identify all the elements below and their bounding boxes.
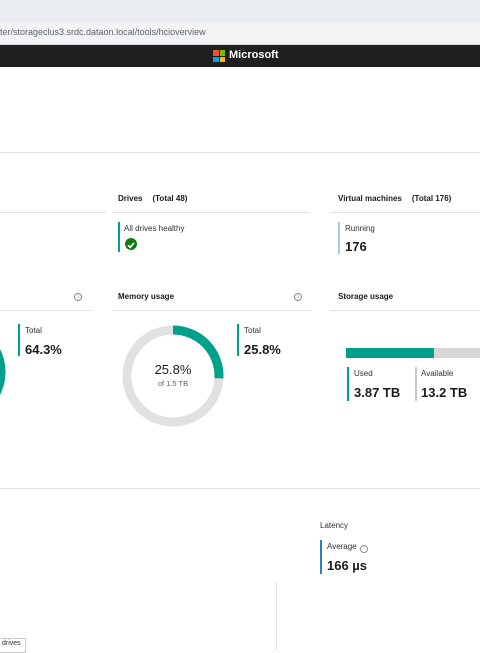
info-icon[interactable]: i [359, 545, 368, 553]
storage-used-fill [346, 348, 434, 358]
cpu-total-label: Total [25, 326, 42, 335]
storage-card-title: Storage usage [338, 292, 393, 301]
latency-bar [320, 540, 322, 574]
info-icon[interactable]: i [294, 293, 302, 301]
storage-used-value: 3.87 TB [354, 385, 401, 400]
drives-filter-tag[interactable]: drives [0, 638, 26, 653]
storage-used-label: Used [354, 369, 373, 378]
vms-running-value: 176 [345, 239, 367, 254]
column-divider [276, 582, 277, 650]
drives-status-bar [118, 222, 120, 252]
storage-used-marker [347, 367, 349, 401]
vms-running-label: Running [345, 224, 375, 233]
memory-usage-arc [172, 325, 224, 379]
address-url[interactable]: ter/storageclus3.srdc.dataon.local/tools… [0, 27, 206, 37]
card-header-line [0, 212, 106, 213]
memory-total-label: Total [244, 326, 261, 335]
vms-title: Virtual machines [338, 194, 402, 203]
latency-average-text: Average [327, 542, 357, 551]
latency-average-value: 166 µs [327, 558, 368, 573]
cpu-total-value: 64.3% [25, 342, 62, 357]
memory-total-value: 25.8% [244, 342, 281, 357]
brand-name: Microsoft [229, 49, 279, 61]
cpu-donut-chart [0, 349, 6, 395]
card-header-line [0, 310, 92, 311]
card-header-line [112, 212, 310, 213]
cpu-total-bar [18, 324, 20, 356]
memory-donut-center: 25.8% of 1.5 TB [128, 362, 218, 388]
card-header-line [330, 310, 480, 311]
drives-status-label: All drives healthy [124, 224, 185, 233]
storage-available-label: Available [421, 369, 454, 378]
info-icon[interactable]: i [74, 293, 82, 301]
card-header-line [330, 212, 480, 213]
drives-card-title: Drives (Total 48) [118, 194, 187, 203]
storage-available-marker [415, 367, 417, 401]
memory-capacity: of 1.5 TB [157, 379, 189, 388]
card-header-line [112, 310, 312, 311]
address-bar[interactable]: ter/storageclus3.srdc.dataon.local/tools… [0, 22, 480, 45]
storage-usage-bar [346, 348, 480, 358]
drives-total: (Total 48) [152, 194, 188, 203]
memory-percent: 25.8% [154, 362, 192, 377]
storage-title: Storage usage [338, 292, 394, 301]
storage-available-value: 13.2 TB [421, 385, 468, 400]
drives-title: Drives [118, 194, 143, 203]
memory-donut-chart [122, 325, 224, 427]
memory-title: Memory usage [118, 292, 175, 301]
section-divider [0, 152, 480, 153]
section-divider [0, 488, 480, 489]
vms-running-bar [338, 222, 340, 254]
vms-total: (Total 176) [411, 194, 452, 203]
latency-title: Latency [320, 521, 349, 530]
vms-card-title: Virtual machines (Total 176) [338, 194, 451, 203]
latency-average-label: Average i [327, 542, 368, 553]
memory-card-title: Memory usage [118, 292, 174, 301]
check-icon [125, 238, 137, 250]
microsoft-header: Microsoft [0, 45, 480, 67]
cpu-usage-arc [0, 349, 6, 395]
browser-tab-strip [0, 0, 480, 22]
memory-total-bar [237, 324, 239, 356]
microsoft-logo-icon [213, 50, 225, 62]
